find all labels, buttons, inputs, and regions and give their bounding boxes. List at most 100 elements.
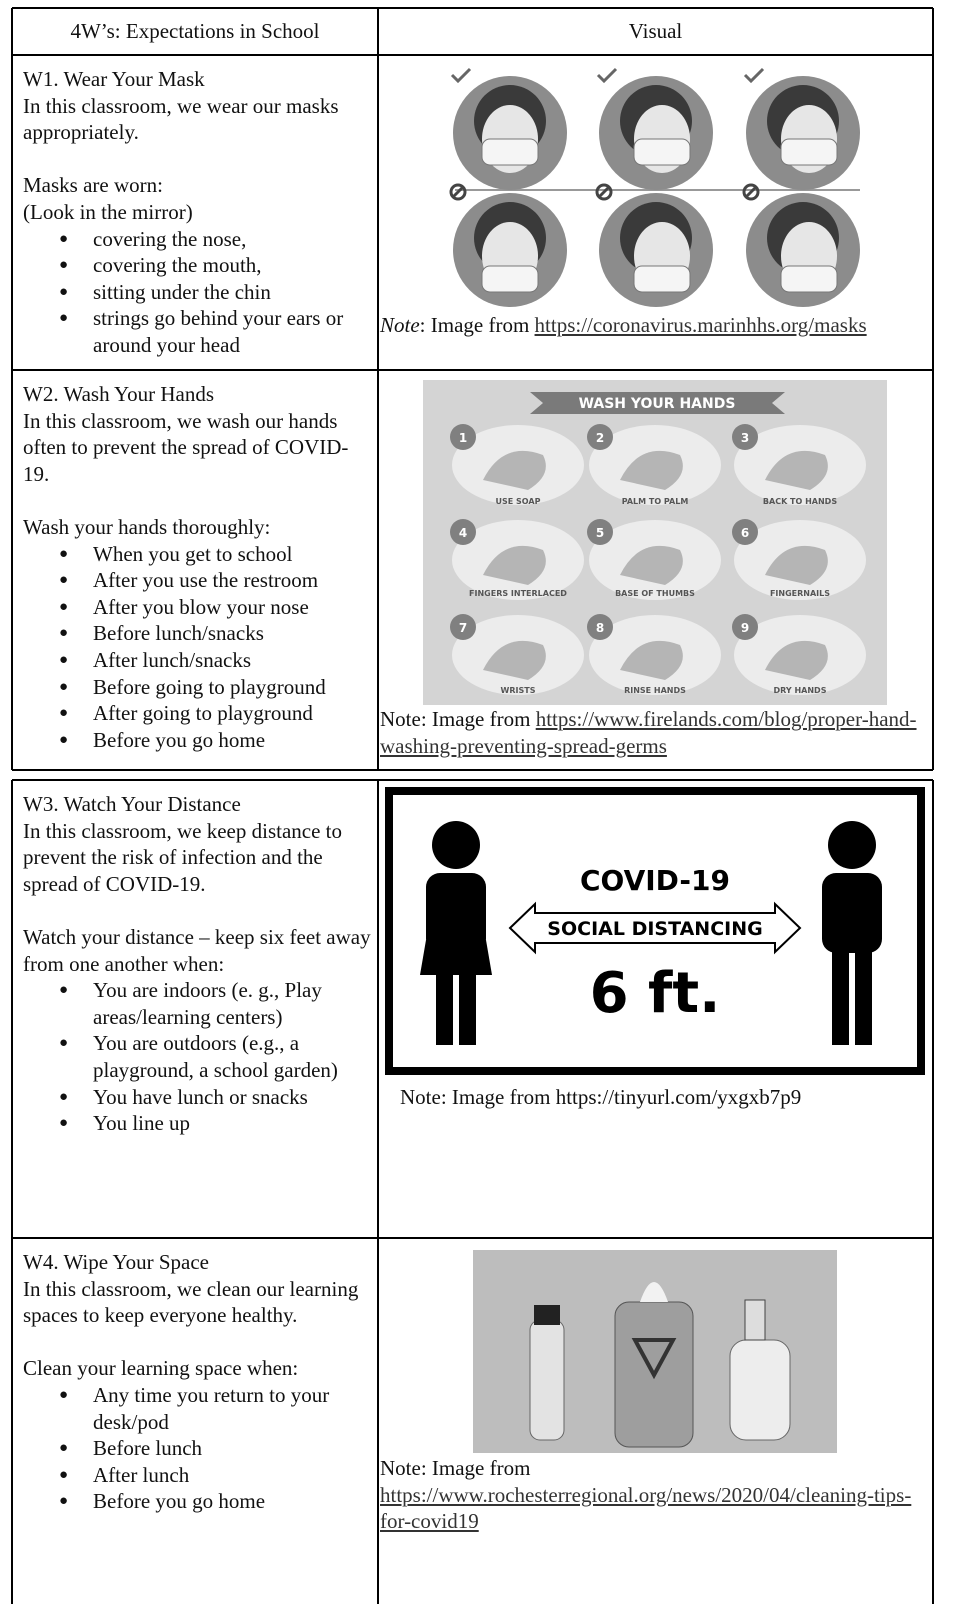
- no-icon: [597, 185, 611, 199]
- image-text: 9: [741, 621, 749, 635]
- note-text: Note: [380, 313, 420, 337]
- figure-leg: [855, 950, 872, 1045]
- image-text: 7: [459, 621, 467, 635]
- check-icon: [450, 67, 472, 84]
- bullet-item: Before you go home: [59, 727, 373, 754]
- bullet-item: After going to playground: [59, 700, 373, 727]
- image-text: 6 ft.: [590, 961, 721, 1026]
- bullet-item: When you get to school: [59, 541, 373, 568]
- image-text: FINGERNAILS: [770, 589, 830, 598]
- figure-head: [828, 821, 876, 869]
- lead-line: Watch your distance – keep six feet away…: [23, 924, 371, 976]
- step-badge: [587, 519, 613, 545]
- hand: [483, 450, 546, 490]
- mask: [633, 138, 691, 166]
- spray-cap: [534, 1305, 560, 1325]
- figure-dress: [420, 940, 492, 975]
- bullet-item: After you blow your nose: [59, 594, 373, 621]
- step-badge: [450, 614, 476, 640]
- spacer: [23, 1329, 373, 1356]
- bullet-item: covering the nose,: [59, 226, 373, 253]
- step-badge: [587, 614, 613, 640]
- bullet-item: After lunch: [59, 1462, 373, 1489]
- no-icon: [742, 183, 760, 201]
- bullet-item: You have lunch or snacks: [59, 1084, 373, 1111]
- link: https://coronavirus.marinhhs.org/masks: [534, 313, 867, 337]
- bullet-item: Before lunch: [59, 1435, 373, 1462]
- image-text: USE SOAP: [496, 497, 541, 506]
- step-badge: [450, 424, 476, 450]
- hand: [483, 640, 546, 680]
- spacer: [23, 897, 373, 924]
- bullet-item: After you use the restroom: [59, 567, 373, 594]
- image-text: BACK TO HANDS: [763, 497, 837, 506]
- image-text: SOCIAL DISTANCING: [547, 918, 762, 940]
- mask: [780, 138, 838, 166]
- figure-body: [426, 873, 486, 953]
- bullet-item: strings go behind your ears or around yo…: [59, 305, 373, 358]
- mask: [633, 265, 691, 293]
- spray-can: [529, 1319, 565, 1441]
- image-text: BASE OF THUMBS: [615, 589, 695, 598]
- step-badge: [450, 519, 476, 545]
- figure-leg: [459, 950, 476, 1045]
- trigger: [744, 1299, 766, 1341]
- lead-line: (Look in the mirror): [23, 199, 193, 224]
- row-title: W1. Wear Your Mask: [23, 67, 205, 91]
- image-text: 3: [741, 431, 749, 445]
- arrow: [508, 901, 802, 955]
- bullet-item: You are indoors (e. g., Play areas/learn…: [59, 977, 373, 1030]
- hand: [620, 640, 683, 680]
- image-text: RINSE HANDS: [624, 686, 686, 695]
- lead-line: Clean your learning space when:: [23, 1356, 299, 1381]
- note-text: : Image from: [419, 313, 535, 337]
- no-icon: [451, 185, 465, 199]
- text-cell: W4. Wipe Your Space In this classroom, we…: [23, 1249, 373, 1515]
- no-icon: [744, 185, 758, 199]
- image-text: DRY HANDS: [774, 686, 827, 695]
- image-text: WRISTS: [501, 686, 536, 695]
- bullet-item: Before you go home: [59, 1488, 373, 1515]
- image-text: FINGERS INTERLACED: [469, 589, 567, 598]
- hand: [483, 545, 546, 585]
- image-text: 4: [459, 526, 467, 540]
- note-text: Note: Image from: [380, 1456, 531, 1480]
- row-intro: In this classroom, we keep distance to p…: [23, 818, 342, 896]
- note: Note: Image from https://tinyurl.com/yxg…: [400, 1084, 927, 1111]
- wipe-sheet: [640, 1282, 668, 1302]
- image-text: 5: [596, 526, 604, 540]
- spacer: [23, 146, 373, 173]
- lead-line: Masks are worn:: [23, 173, 163, 198]
- text-cell: W1. Wear Your Mask In this classroom, we …: [23, 66, 373, 359]
- row-title: W2. Wash Your Hands: [23, 382, 215, 406]
- bullet-item: Before going to playground: [59, 674, 373, 701]
- row-intro: In this classroom, we wash our hands oft…: [23, 408, 349, 486]
- note-text: Note: Image from https://tinyurl.com/yxg…: [400, 1085, 802, 1109]
- bullet-item: sitting under the chin: [59, 279, 373, 306]
- banner: [530, 392, 785, 414]
- image-text: 6: [741, 526, 749, 540]
- step-badge: [732, 424, 758, 450]
- lead-line: Wash your hands thoroughly:: [23, 514, 271, 539]
- bullet-item: After lunch/snacks: [59, 647, 373, 674]
- hand: [620, 450, 683, 490]
- link: https://www.rochesterregional.org/news/2…: [380, 1482, 912, 1534]
- figure-leg: [436, 950, 453, 1045]
- wipes-logo: [631, 1338, 677, 1380]
- figure-leg: [832, 950, 849, 1045]
- check-icon: [743, 67, 765, 84]
- bullet-item: You line up: [59, 1110, 373, 1137]
- image-text: 1: [459, 431, 467, 445]
- step-badge: [732, 519, 758, 545]
- row-title: W4. Wipe Your Space: [23, 1250, 209, 1274]
- hand: [765, 545, 828, 585]
- bullet-item: Before lunch/snacks: [59, 620, 373, 647]
- row-intro: In this classroom, we wear our masks app…: [23, 93, 339, 145]
- hand: [765, 450, 828, 490]
- no-icon: [449, 183, 467, 201]
- bullet-list: When you get to schoolAfter you use the …: [23, 541, 373, 754]
- step-badge: [587, 424, 613, 450]
- hand: [765, 640, 828, 680]
- bullet-list: You are indoors (e. g., Play areas/learn…: [23, 977, 373, 1137]
- row-title: W3. Watch Your Distance: [23, 792, 241, 816]
